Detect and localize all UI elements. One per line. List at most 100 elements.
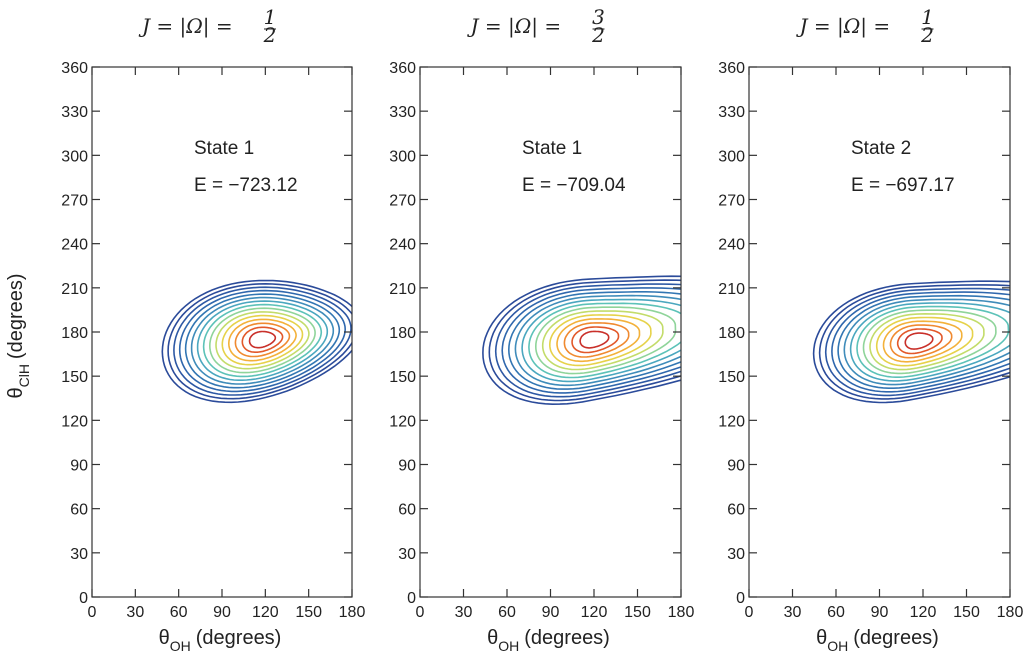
y-tick-label: 120: [718, 413, 745, 430]
contour-line: [882, 320, 963, 363]
y-tick-label: 270: [718, 193, 745, 210]
y-tick-label: 30: [398, 546, 416, 563]
y-tick-label: 30: [70, 546, 88, 563]
y-tick-label: 150: [389, 369, 416, 386]
state-label: State 1: [194, 138, 254, 159]
contour-line: [818, 284, 1010, 400]
x-tick-label: 180: [668, 604, 695, 621]
contour-line: [227, 318, 297, 362]
x-tick-label: 90: [542, 604, 560, 621]
contour-line: [184, 293, 341, 389]
contour-line: [862, 309, 997, 375]
y-tick-label: 60: [727, 502, 745, 519]
x-tick-label: 60: [170, 604, 188, 621]
contour-line: [528, 302, 681, 379]
energy-label: E = −697.17: [851, 175, 955, 196]
state-label: State 2: [851, 138, 911, 159]
y-tick-label: 330: [61, 104, 88, 121]
contour-line: [534, 306, 677, 375]
x-tick-label: 30: [126, 604, 144, 621]
y-tick-label: 60: [398, 502, 416, 519]
y-tick-label: 300: [718, 148, 745, 165]
x-tick-label: 30: [784, 604, 802, 621]
contour-line: [173, 286, 352, 396]
y-tick-label: 30: [727, 546, 745, 563]
x-tick-label: 30: [455, 604, 473, 621]
title-numerator: 1: [264, 5, 277, 29]
x-axis-label: θOH (degrees): [487, 627, 610, 654]
contour-group: [482, 275, 681, 406]
panel-title: J = |Ω| = 32: [467, 5, 605, 47]
contour-group: [812, 280, 1010, 404]
y-axis-label: θClH(degrees): [5, 273, 32, 398]
title-numerator: 1: [921, 5, 934, 29]
contour-line: [556, 318, 641, 363]
y-tick-label: 120: [389, 413, 416, 430]
contour-line: [843, 298, 1010, 386]
y-tick-label: 360: [61, 60, 88, 77]
contour-line: [196, 300, 329, 381]
contour-line: [221, 314, 304, 366]
contour-line: [548, 314, 652, 367]
state-label: State 1: [522, 138, 582, 159]
x-tick-label: 150: [295, 604, 322, 621]
y-tick-label: 0: [79, 590, 88, 607]
contour-line: [521, 298, 681, 383]
contour-line: [215, 311, 310, 370]
contour-line: [514, 294, 681, 387]
contour-line: [190, 296, 335, 385]
y-tick-label: 210: [718, 281, 745, 298]
y-tick-label: 330: [389, 104, 416, 121]
x-tick-label: 90: [871, 604, 889, 621]
contour-line: [488, 279, 681, 402]
y-tick-label: 360: [718, 60, 745, 77]
panel-title: J = |Ω| = 12: [138, 5, 276, 47]
contour-group: [161, 279, 352, 404]
y-tick-label: 90: [70, 458, 88, 475]
panel-2: 0 30 60 90 120 150 180 0 30 60 90 120 150 180 210 240 27…: [389, 5, 695, 654]
contour-line: [494, 283, 681, 398]
contour-line: [831, 291, 1010, 393]
x-tick-label: 180: [339, 604, 366, 621]
x-tick-label: 120: [581, 604, 608, 621]
contour-line: [837, 294, 1010, 389]
y-tick-label: 0: [407, 590, 416, 607]
contour-line: [896, 328, 943, 355]
x-tick-label: 150: [953, 604, 980, 621]
title-denominator: 2: [591, 23, 605, 47]
contour-line: [824, 287, 1010, 397]
x-tick-label: 60: [498, 604, 516, 621]
y-tick-label: 180: [389, 325, 416, 342]
x-tick-label: 150: [624, 604, 651, 621]
x-tick-label: 60: [827, 604, 845, 621]
y-tick-label: 240: [389, 237, 416, 254]
contour-line: [234, 322, 291, 358]
x-tick-label: 90: [213, 604, 231, 621]
y-tick-label: 360: [389, 60, 416, 77]
contour-line: [501, 287, 681, 394]
y-tick-label: 0: [736, 590, 745, 607]
title-numerator: 3: [592, 5, 605, 29]
y-tick-label: 90: [398, 458, 416, 475]
energy-label: E = −723.12: [194, 175, 298, 196]
contour-line: [167, 282, 352, 400]
y-tick-label: 240: [718, 237, 745, 254]
title-text: J = |Ω| =: [796, 14, 891, 39]
x-axis-label: θOH (degrees): [159, 627, 282, 654]
contour-line: [507, 291, 681, 390]
x-axis-label: θOH (degrees): [816, 627, 939, 654]
y-tick-label: 270: [61, 193, 88, 210]
x-tick-label: 0: [416, 604, 425, 621]
title-text: J = |Ω| =: [138, 14, 233, 39]
contour-line: [856, 305, 1010, 378]
y-tick-label: 120: [61, 413, 88, 430]
y-tick-label: 90: [727, 458, 745, 475]
contour-line: [241, 326, 284, 353]
title-text: J = |Ω| =: [467, 14, 562, 39]
y-tick-label: 150: [718, 369, 745, 386]
title-denominator: 2: [263, 23, 277, 47]
contour-line: [482, 275, 681, 406]
contour-line: [889, 324, 953, 359]
y-tick-label: 60: [70, 502, 88, 519]
title-denominator: 2: [920, 23, 934, 47]
